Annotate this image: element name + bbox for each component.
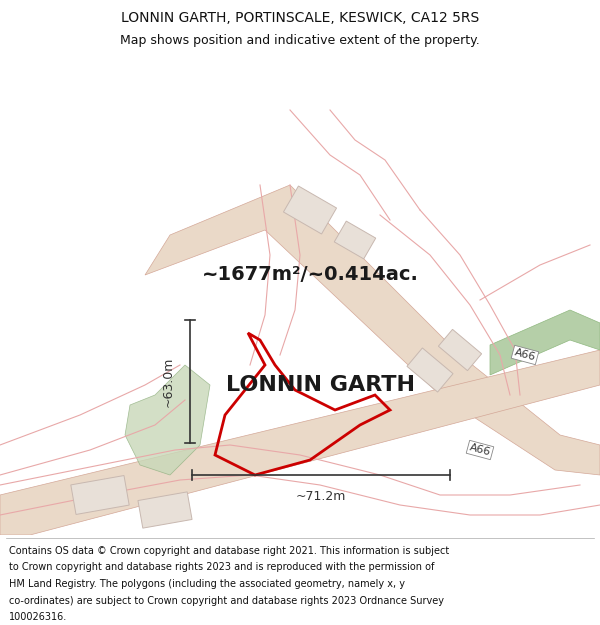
Text: LONNIN GARTH, PORTINSCALE, KESWICK, CA12 5RS: LONNIN GARTH, PORTINSCALE, KESWICK, CA12… xyxy=(121,11,479,25)
Polygon shape xyxy=(334,221,376,259)
Text: 100026316.: 100026316. xyxy=(9,612,67,622)
Polygon shape xyxy=(439,329,482,371)
Text: A66: A66 xyxy=(468,442,492,458)
Text: Map shows position and indicative extent of the property.: Map shows position and indicative extent… xyxy=(120,34,480,47)
Text: ~63.0m: ~63.0m xyxy=(161,356,175,407)
Text: ~1677m²/~0.414ac.: ~1677m²/~0.414ac. xyxy=(202,266,418,284)
Polygon shape xyxy=(145,185,600,475)
Polygon shape xyxy=(0,350,600,535)
Polygon shape xyxy=(283,186,337,234)
Text: Contains OS data © Crown copyright and database right 2021. This information is : Contains OS data © Crown copyright and d… xyxy=(9,546,449,556)
Text: to Crown copyright and database rights 2023 and is reproduced with the permissio: to Crown copyright and database rights 2… xyxy=(9,562,434,572)
Polygon shape xyxy=(71,476,129,514)
Text: co-ordinates) are subject to Crown copyright and database rights 2023 Ordnance S: co-ordinates) are subject to Crown copyr… xyxy=(9,596,444,606)
Polygon shape xyxy=(490,310,600,375)
Text: ~71.2m: ~71.2m xyxy=(296,490,346,503)
Polygon shape xyxy=(125,365,210,475)
Text: LONNIN GARTH: LONNIN GARTH xyxy=(226,375,415,395)
Polygon shape xyxy=(138,492,192,528)
Polygon shape xyxy=(407,348,453,392)
Text: HM Land Registry. The polygons (including the associated geometry, namely x, y: HM Land Registry. The polygons (includin… xyxy=(9,579,405,589)
Text: A66: A66 xyxy=(513,348,537,362)
